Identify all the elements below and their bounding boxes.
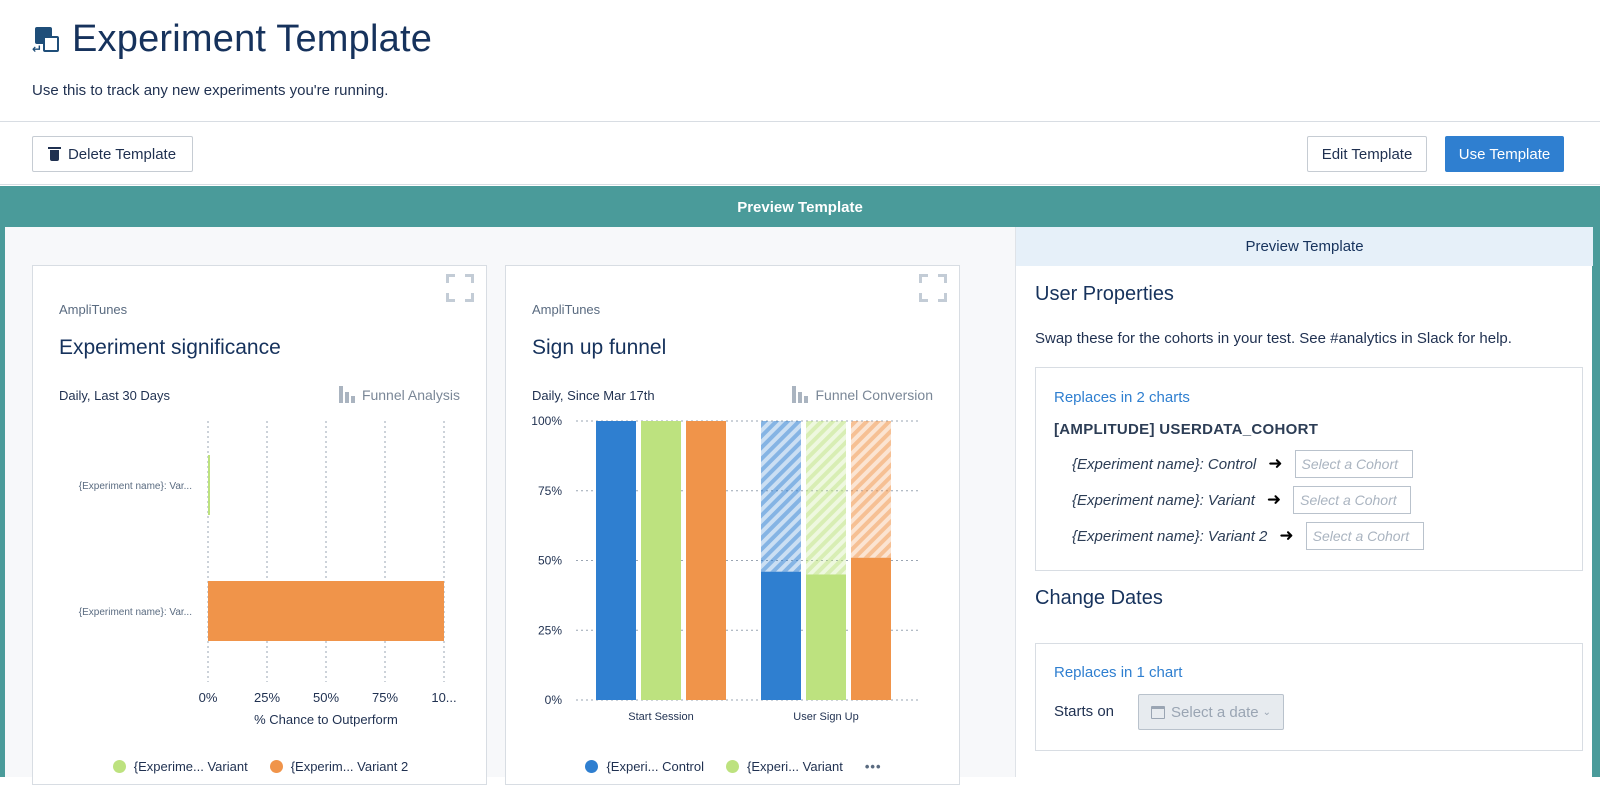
more-icon: ••• [864,759,882,774]
funnel-chart-icon [792,386,810,403]
arrow-right-icon: ➜ [1266,490,1282,509]
x-tick-label: 0% [199,690,218,705]
card-title[interactable]: Experiment significance [59,336,281,359]
legend-label: {Experime... Variant [133,759,248,774]
card-date-range: Daily, Last 30 Days [59,388,171,403]
arrow-right-icon: ➜ [1279,526,1294,545]
y-tick-label: 100% [531,414,562,428]
legend-item[interactable]: {Experim... Variant 2 [269,759,409,774]
significance-chart: 0% 25% 50% 75% 10... {Experiment name}: Var..… [79,421,457,727]
trash-icon [47,147,61,161]
significance-bar [208,455,210,515]
expand-icon[interactable] [446,274,474,302]
card-app-name: AmpliTunes [59,302,128,317]
user-properties-description: Swap these for the cohorts in your test.… [1035,330,1512,347]
dropoff-bar [851,421,891,558]
y-tick-label: 75% [538,484,562,498]
cohort-replace-box: Replaces in 2 charts [AMPLITUDE] USERDAT… [1035,367,1583,571]
x-axis-title: % Chance to Outperform [254,712,398,727]
y-tick-label: 0% [545,693,563,707]
expand-icon[interactable] [919,274,947,302]
signup-funnel-chart: 0% 25% 50% 75% 100% Start Session User Sign Up [531,414,918,723]
legend-dot [269,760,283,773]
legend-more-button[interactable]: ••• [865,759,882,774]
funnel-bar [806,574,846,700]
toolbar: Delete Template Edit Template Use Templa… [0,122,1600,185]
starts-on-label: Starts on [1054,703,1115,720]
funnel-bar [851,557,891,700]
x-tick-label: 75% [372,690,398,705]
funnel-bar [686,421,726,700]
card-title[interactable]: Sign up funnel [532,336,667,359]
page-title: Experiment Template [72,18,433,60]
select-cohort-dropdown[interactable]: Select a Cohort [1305,522,1424,550]
cohort-mapping-row: {Experiment name}: Variant ➜ Select a Co… [1072,486,1412,514]
select-cohort-dropdown[interactable]: Select a Cohort [1293,486,1412,514]
cohort-mapping-row: {Experiment name}: Variant 2 ➜ Select a … [1072,522,1424,550]
chart-legend: {Experime... Variant {Experim... Variant… [33,759,488,774]
replaces-chart-link[interactable]: Replaces in 1 chart [1054,664,1183,681]
x-category-label: User Sign Up [793,711,858,723]
y-category-label: {Experiment name}: Var... [79,607,192,618]
legend-item[interactable]: {Experi... Variant [726,759,843,774]
x-tick-label: 50% [313,690,339,705]
card-app-name: AmpliTunes [532,302,601,317]
funnel-bar [641,421,681,700]
chart-type-label: Funnel Conversion [815,386,933,403]
page-description: Use this to track any new experiments yo… [32,82,389,99]
dropoff-bar [806,421,846,575]
arrow-right-icon: ➜ [1268,454,1283,473]
legend-label: {Experi... Control [606,759,704,774]
significance-bar [208,581,444,641]
card-date-range: Daily, Since Mar 17th [532,388,655,403]
funnel-bar [596,421,636,700]
x-tick-label: 25% [254,690,280,705]
chart-type-label: Funnel Analysis [361,386,460,403]
legend-dot [726,760,739,773]
chart-card-significance: AmpliTunes Experiment significance Daily… [32,265,487,785]
template-icon: ↵ [32,25,62,55]
edit-template-button[interactable]: Edit Template [1307,136,1427,172]
cohort-label: {Experiment name}: Control [1072,455,1257,473]
card-chart-type: Funnel Analysis [338,386,460,403]
page-header: ↵ Experiment Template Use this to track … [0,0,1600,122]
user-properties-title: User Properties [1035,283,1174,305]
title-row: ↵ Experiment Template [32,18,432,61]
delete-template-button[interactable]: Delete Template [32,136,193,172]
y-tick-label: 25% [538,623,562,637]
select-cohort-dropdown[interactable]: Select a Cohort [1294,450,1413,478]
replaces-charts-link[interactable]: Replaces in 2 charts [1054,389,1190,406]
y-category-label: {Experiment name}: Var... [79,481,192,492]
change-dates-title: Change Dates [1035,587,1163,609]
cohort-label: {Experiment name}: Variant [1072,491,1255,509]
preview-side-panel: Preview Template User Properties Swap th… [1015,227,1593,777]
x-category-label: Start Session [628,711,693,723]
dropoff-bar [761,421,801,572]
delete-template-label: Delete Template [67,145,177,163]
chart-card-signup-funnel: AmpliTunes Sign up funnel Daily, Since M… [505,265,960,785]
select-date-label: Select a date [1171,703,1259,721]
side-panel-header: Preview Template [1016,227,1593,266]
dates-replace-box: Replaces in 1 chart Starts on Select a d… [1035,643,1583,751]
chevron-down-icon: ⌄ [1262,706,1271,718]
y-tick-label: 50% [538,554,562,568]
x-tick-label: 10... [431,690,456,705]
legend-dot [585,760,599,773]
select-date-button[interactable]: Select a date ⌄ [1138,694,1284,730]
cohort-mapping-row: {Experiment name}: Control ➜ Select a Co… [1072,450,1413,478]
preview-band-title: Preview Template [737,199,863,216]
use-template-button[interactable]: Use Template [1445,136,1564,172]
legend-label: {Experim... Variant 2 [290,759,409,774]
cohort-label: {Experiment name}: Variant 2 [1072,527,1268,545]
legend-item[interactable]: {Experi... Control [585,759,704,774]
legend-label: {Experi... Variant [747,759,843,774]
legend-item[interactable]: {Experime... Variant [112,759,248,774]
legend-dot [112,760,126,773]
calendar-icon [1151,705,1166,719]
card-chart-type: Funnel Conversion [792,386,933,403]
property-name: [AMPLITUDE] USERDATA_COHORT [1054,421,1319,438]
funnel-bar [761,571,801,700]
funnel-chart-icon [338,386,357,403]
chart-legend: {Experi... Control {Experi... Variant ••… [506,759,961,774]
